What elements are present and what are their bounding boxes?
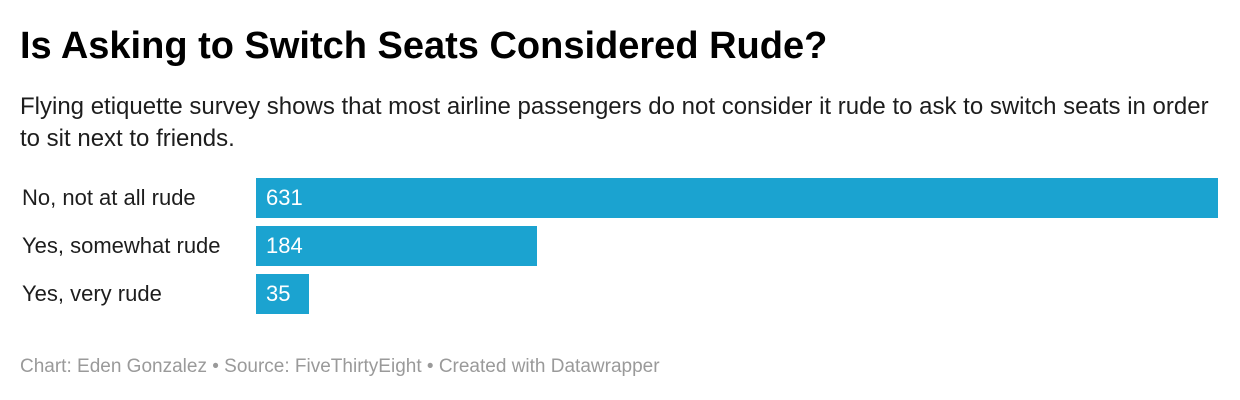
chart-footer-credit: Chart: Eden Gonzalez • Source: FiveThirt… bbox=[20, 356, 660, 377]
bar-value-label: 184 bbox=[266, 233, 303, 258]
bar-value-label: 35 bbox=[266, 281, 291, 306]
bar bbox=[256, 226, 537, 266]
chart-title: Is Asking to Switch Seats Considered Rud… bbox=[20, 25, 828, 67]
category-label: Yes, very rude bbox=[22, 281, 162, 306]
category-label: No, not at all rude bbox=[22, 185, 196, 210]
bar bbox=[256, 274, 309, 314]
category-label: Yes, somewhat rude bbox=[22, 233, 221, 258]
bar-value-label: 631 bbox=[266, 185, 303, 210]
bar bbox=[256, 178, 1218, 218]
chart-subtitle: Flying etiquette survey shows that most … bbox=[20, 93, 1209, 152]
